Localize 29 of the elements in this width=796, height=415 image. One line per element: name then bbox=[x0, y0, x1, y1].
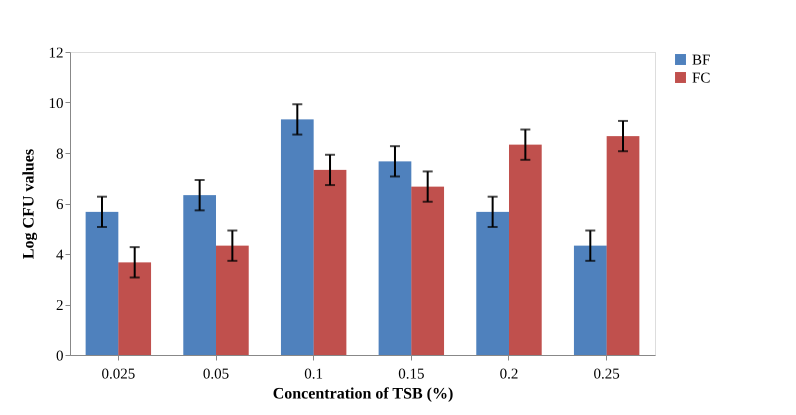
bar bbox=[216, 246, 249, 355]
bar bbox=[280, 119, 314, 355]
y-axis-title: Log CFU values bbox=[20, 148, 38, 260]
legend-label: BF bbox=[692, 52, 710, 68]
x-tick-label: 0.025 bbox=[101, 366, 136, 382]
bar bbox=[183, 195, 216, 355]
x-tick-label: 0.05 bbox=[202, 366, 230, 382]
x-axis-title: Concentration of TSB (%) bbox=[272, 386, 454, 402]
x-tick-label: 0.2 bbox=[500, 366, 518, 382]
bar bbox=[378, 161, 412, 355]
bar bbox=[476, 212, 509, 355]
bar bbox=[86, 212, 118, 355]
y-tick-label: 12 bbox=[48, 46, 64, 62]
y-tick-label: 4 bbox=[56, 248, 64, 264]
y-tick-label: 0 bbox=[56, 348, 64, 364]
x-tick-label: 0.1 bbox=[304, 366, 324, 382]
bar bbox=[508, 144, 542, 355]
y-tick-label: 2 bbox=[56, 298, 64, 314]
y-tick-label: 6 bbox=[56, 197, 64, 213]
bar bbox=[118, 262, 152, 355]
x-tick-label: 0.15 bbox=[398, 366, 424, 382]
bar bbox=[606, 136, 640, 355]
y-tick-label: 8 bbox=[56, 146, 64, 162]
y-tick-label: 10 bbox=[48, 96, 64, 112]
bar bbox=[411, 186, 444, 355]
bar bbox=[314, 170, 346, 355]
legend-label: FC bbox=[692, 70, 710, 86]
bar bbox=[574, 246, 607, 355]
x-tick-label: 0.25 bbox=[594, 366, 620, 382]
